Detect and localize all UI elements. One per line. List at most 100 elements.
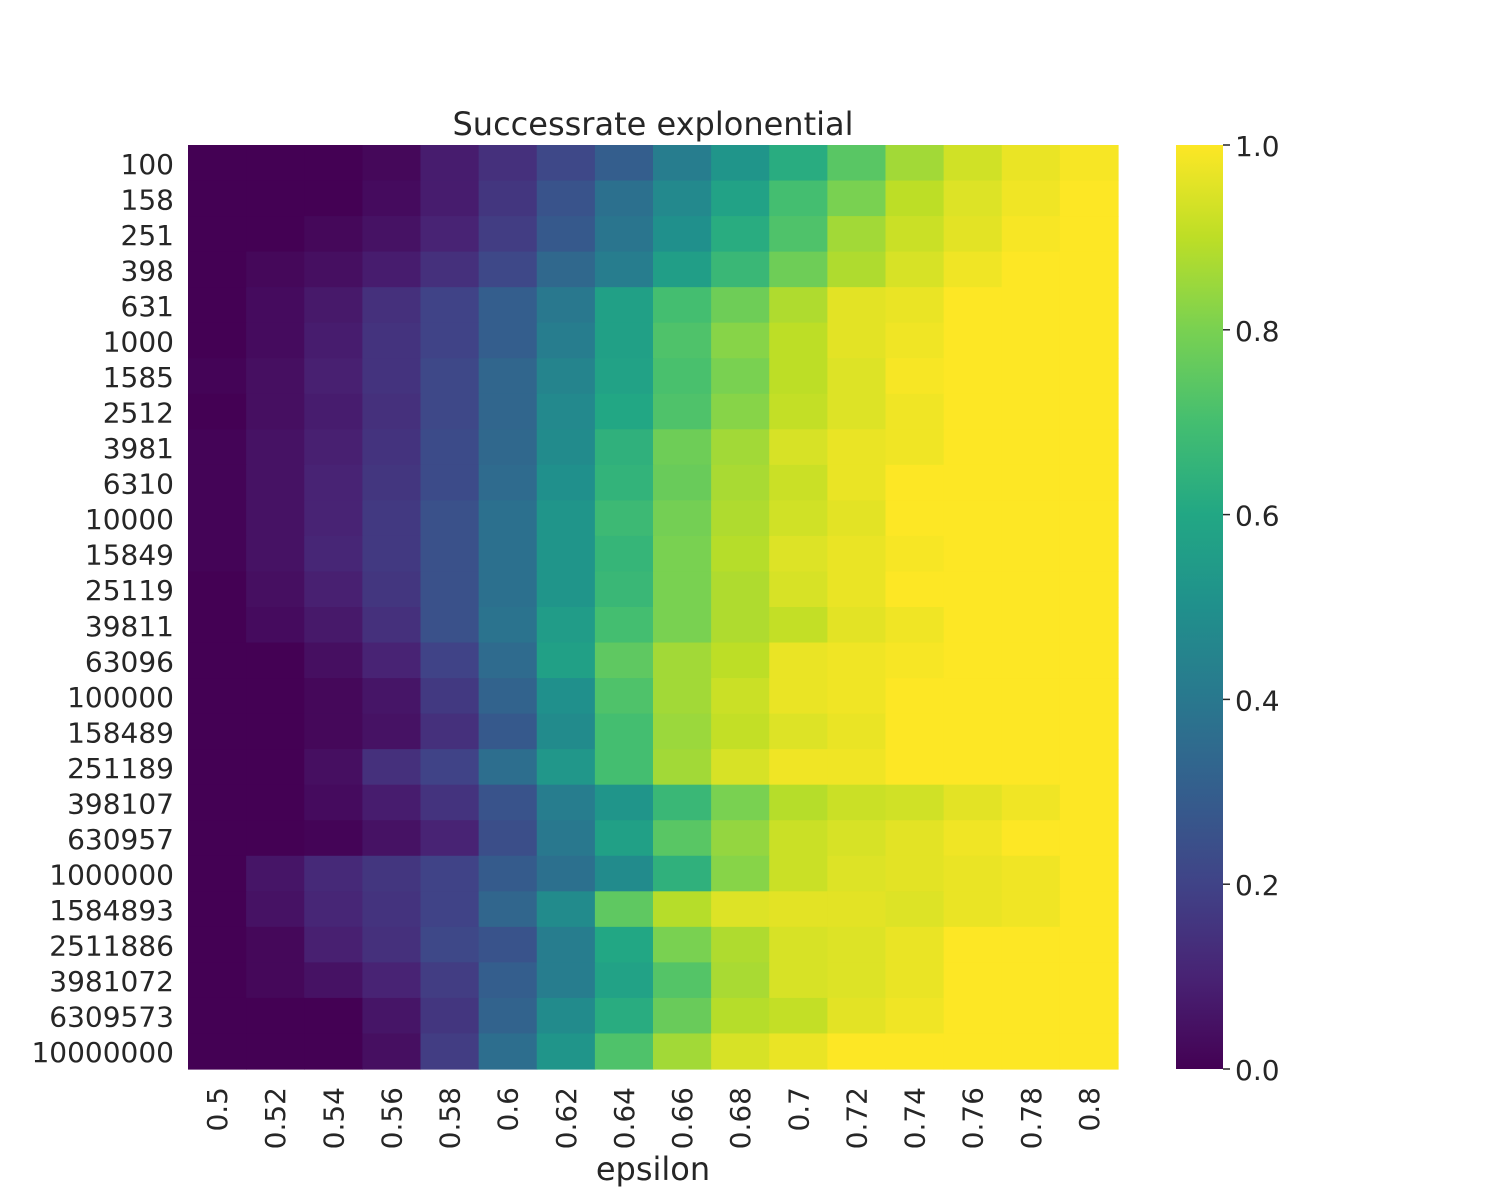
heatmap-cell xyxy=(478,216,538,253)
heatmap-cell xyxy=(188,464,247,501)
heatmap-cell xyxy=(711,571,770,608)
y-tick-label: 100000 xyxy=(67,681,174,714)
heatmap-cell xyxy=(653,820,712,857)
heatmap-cell xyxy=(536,926,596,963)
heatmap-cell xyxy=(827,216,887,253)
heatmap-cell xyxy=(536,820,596,857)
heatmap-cell xyxy=(420,429,480,466)
heatmap-cell xyxy=(885,855,945,892)
heatmap-cell xyxy=(420,855,480,892)
heatmap-cell xyxy=(711,926,770,963)
heatmap-cell xyxy=(1001,429,1061,466)
y-tick-label: 251 xyxy=(121,219,174,252)
heatmap-cell xyxy=(362,535,422,573)
heatmap-cell xyxy=(827,287,887,324)
heatmap-cell xyxy=(594,322,654,359)
heatmap-cell xyxy=(943,535,1003,573)
heatmap-cell xyxy=(711,713,770,750)
heatmap-cell xyxy=(885,429,945,466)
heatmap-cell xyxy=(1059,500,1119,537)
heatmap-cell xyxy=(594,429,654,466)
heatmap-cell xyxy=(943,180,1003,217)
heatmap-cell xyxy=(246,642,305,679)
heatmap-cell xyxy=(188,571,247,608)
heatmap-cell xyxy=(304,358,363,395)
heatmap-cell xyxy=(362,1033,422,1070)
heatmap-cell xyxy=(769,678,828,715)
heatmap-cell xyxy=(711,429,770,466)
colorbar-tick-label: 0.2 xyxy=(1235,869,1280,902)
heatmap-cell xyxy=(304,322,363,359)
heatmap-cell xyxy=(769,855,828,892)
x-tick-label: 0.54 xyxy=(317,1087,350,1149)
heatmap-cell xyxy=(304,749,363,786)
heatmap-cell xyxy=(536,607,596,644)
heatmap-cell xyxy=(885,997,945,1035)
heatmap-cell xyxy=(188,820,247,857)
heatmap-cell xyxy=(304,145,363,182)
heatmap-cell xyxy=(362,464,422,501)
x-tick-label: 0.52 xyxy=(259,1087,292,1149)
heatmap-cell xyxy=(1059,678,1119,715)
heatmap-cell xyxy=(943,251,1003,288)
heatmap-cell xyxy=(711,393,770,430)
heatmap-cell xyxy=(943,429,1003,466)
heatmap-cell xyxy=(769,393,828,430)
y-tick-label: 15849 xyxy=(85,539,174,572)
y-tick-label: 158 xyxy=(121,183,174,216)
heatmap-cell xyxy=(362,642,422,679)
heatmap-cell xyxy=(478,784,538,821)
heatmap-cell xyxy=(711,464,770,501)
heatmap-cell xyxy=(711,820,770,857)
heatmap-cell xyxy=(769,997,828,1035)
heatmap-cell xyxy=(943,926,1003,963)
heatmap-cell xyxy=(594,784,654,821)
colorbar-tick-label: 0.8 xyxy=(1235,315,1280,348)
heatmap-cell xyxy=(1059,145,1119,182)
heatmap-cell xyxy=(304,642,363,679)
heatmap-cell xyxy=(188,500,247,537)
heatmap-cell xyxy=(594,216,654,253)
heatmap-cell xyxy=(943,891,1003,928)
heatmap-cell xyxy=(478,713,538,750)
heatmap-cell xyxy=(304,784,363,821)
heatmap-cell xyxy=(362,855,422,892)
heatmap-cell xyxy=(769,216,828,253)
heatmap-cell xyxy=(188,607,247,644)
heatmap-cell xyxy=(536,962,596,999)
heatmap-cell xyxy=(1001,322,1061,359)
heatmap-cell xyxy=(536,642,596,679)
y-tick-label: 6309573 xyxy=(49,1001,174,1034)
heatmap-cell xyxy=(711,322,770,359)
heatmap-cell xyxy=(653,180,712,217)
y-tick-label: 158489 xyxy=(67,716,174,749)
heatmap-cell xyxy=(478,855,538,892)
x-tick-label: 0.62 xyxy=(550,1087,583,1149)
heatmap-cell xyxy=(653,962,712,999)
heatmap-cell xyxy=(246,429,305,466)
heatmap-cell xyxy=(594,997,654,1035)
heatmap-cell xyxy=(420,678,480,715)
heatmap-cell xyxy=(943,749,1003,786)
heatmap-cell xyxy=(478,429,538,466)
heatmap-cell xyxy=(1059,429,1119,466)
heatmap-cell xyxy=(188,642,247,679)
heatmap-cell xyxy=(594,678,654,715)
heatmap-cell xyxy=(653,678,712,715)
heatmap-cell xyxy=(711,678,770,715)
heatmap-cell xyxy=(827,535,887,573)
heatmap-cell xyxy=(943,820,1003,857)
heatmap-cell xyxy=(362,784,422,821)
heatmap-cell xyxy=(1059,1033,1119,1070)
heatmap-cell xyxy=(827,997,887,1035)
heatmap-cell xyxy=(246,891,305,928)
heatmap-cell xyxy=(653,713,712,750)
heatmap-cell xyxy=(769,500,828,537)
heatmap-cell xyxy=(536,500,596,537)
heatmap-cell xyxy=(885,464,945,501)
heatmap-cell xyxy=(188,1033,247,1070)
y-tick-label: 1000 xyxy=(103,325,174,358)
heatmap-cell xyxy=(362,678,422,715)
heatmap-cell xyxy=(1059,642,1119,679)
heatmap-cell xyxy=(362,749,422,786)
